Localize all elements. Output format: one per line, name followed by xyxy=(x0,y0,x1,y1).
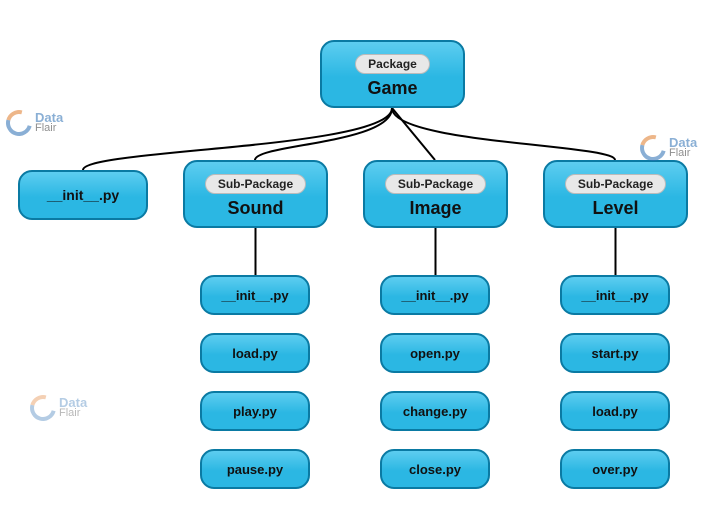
file-node: load.py xyxy=(560,391,670,431)
file-node: play.py xyxy=(200,391,310,431)
watermark: DataFlair xyxy=(30,395,87,421)
file-label: load.py xyxy=(592,404,638,419)
package-badge: Package xyxy=(355,54,430,74)
watermark: DataFlair xyxy=(640,135,697,161)
subpackage-badge: Sub-Package xyxy=(565,174,666,194)
file-label: __init__.py xyxy=(221,288,288,303)
file-label: change.py xyxy=(403,404,467,419)
watermark-icon xyxy=(635,130,671,166)
subpackage-node: Sub-Package Sound xyxy=(183,160,328,228)
file-node: close.py xyxy=(380,449,490,489)
subpackage-title: Image xyxy=(409,198,461,219)
file-node: __init__.py xyxy=(560,275,670,315)
watermark-icon xyxy=(25,390,61,426)
watermark-text: DataFlair xyxy=(669,137,697,159)
file-node: __init__.py xyxy=(380,275,490,315)
watermark-icon xyxy=(1,105,37,141)
file-label: load.py xyxy=(232,346,278,361)
package-root: Package Game xyxy=(320,40,465,108)
file-label: __init__.py xyxy=(581,288,648,303)
watermark-text: DataFlair xyxy=(35,112,63,134)
file-init-top: __init__.py xyxy=(18,170,148,220)
watermark-text: DataFlair xyxy=(59,397,87,419)
file-label: start.py xyxy=(592,346,639,361)
subpackage-badge: Sub-Package xyxy=(385,174,486,194)
edge xyxy=(392,108,435,160)
edge xyxy=(392,108,615,160)
file-node: __init__.py xyxy=(200,275,310,315)
file-node: over.py xyxy=(560,449,670,489)
file-label: __init__.py xyxy=(401,288,468,303)
package-title: Game xyxy=(367,78,417,99)
file-node: open.py xyxy=(380,333,490,373)
file-node: change.py xyxy=(380,391,490,431)
file-node: load.py xyxy=(200,333,310,373)
watermark: DataFlair xyxy=(6,110,63,136)
file-label: pause.py xyxy=(227,462,283,477)
file-label: __init__.py xyxy=(47,187,119,203)
file-label: play.py xyxy=(233,404,277,419)
subpackage-node: Sub-Package Image xyxy=(363,160,508,228)
subpackage-node: Sub-Package Level xyxy=(543,160,688,228)
file-node: pause.py xyxy=(200,449,310,489)
edge xyxy=(255,108,392,160)
file-label: close.py xyxy=(409,462,461,477)
file-label: open.py xyxy=(410,346,460,361)
subpackage-title: Level xyxy=(592,198,638,219)
subpackage-title: Sound xyxy=(228,198,284,219)
file-label: over.py xyxy=(592,462,638,477)
subpackage-badge: Sub-Package xyxy=(205,174,306,194)
file-node: start.py xyxy=(560,333,670,373)
